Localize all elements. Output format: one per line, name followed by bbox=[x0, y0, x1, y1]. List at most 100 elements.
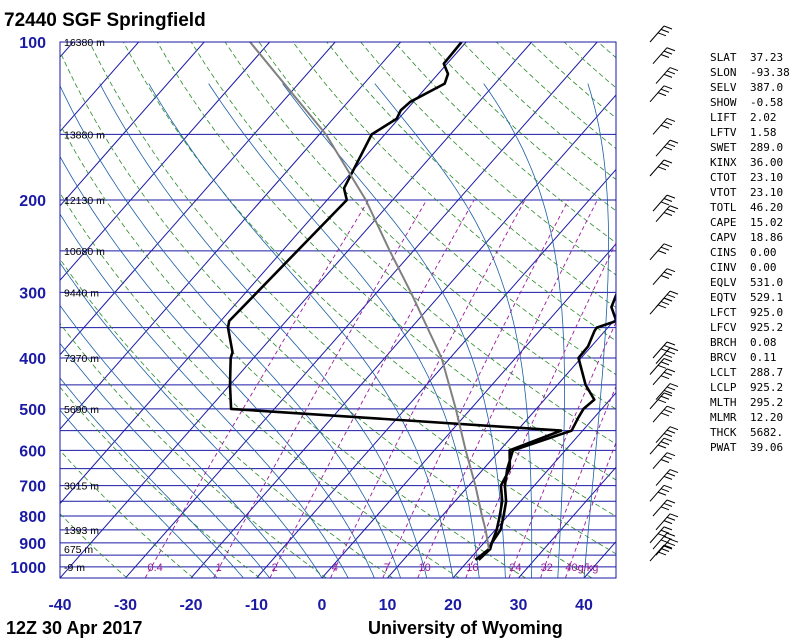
moist-adiabat-line bbox=[60, 342, 270, 578]
isotherm-line bbox=[518, 466, 616, 578]
index-key: SELV bbox=[710, 81, 737, 94]
index-row: LFCT 925.0 bbox=[710, 305, 790, 320]
index-key: SHOW bbox=[710, 96, 737, 109]
index-key: MLMR bbox=[710, 411, 737, 424]
moist-adiabat-line bbox=[282, 83, 506, 578]
index-value: 12.20 bbox=[750, 411, 784, 424]
wind-barb bbox=[649, 484, 673, 502]
index-value: 531.0 bbox=[750, 276, 784, 289]
moist-adiabat-line bbox=[60, 377, 244, 578]
wind-barb bbox=[655, 67, 679, 84]
index-key: SLON bbox=[710, 66, 737, 79]
chart-title: 72440 SGF Springfield bbox=[4, 10, 206, 31]
credit-label: University of Wyoming bbox=[368, 618, 563, 638]
moist-adiabat-line bbox=[60, 84, 401, 578]
mixing-ratio-line bbox=[540, 385, 616, 578]
mixing-ratio-line bbox=[564, 441, 616, 578]
index-value: 36.00 bbox=[750, 156, 784, 169]
dry-adiabat-line bbox=[224, 42, 616, 410]
height-label: 13880 m bbox=[64, 129, 105, 141]
index-row: CAPV 18.86 bbox=[710, 230, 790, 245]
wind-barb bbox=[652, 194, 676, 212]
height-label: 675 m bbox=[64, 544, 93, 556]
index-row: THCK 5682. bbox=[710, 425, 790, 440]
temperature-tick-label: 0 bbox=[318, 597, 327, 614]
pressure-tick-label: 600 bbox=[19, 443, 46, 460]
index-value: 2.02 bbox=[750, 111, 777, 124]
wind-barb bbox=[655, 469, 679, 486]
mixing-ratio-label: 4 bbox=[332, 562, 338, 574]
wind-barb bbox=[652, 405, 676, 423]
moist-adiabat-line bbox=[60, 213, 349, 578]
isotherm-line bbox=[60, 42, 205, 207]
plot-frame bbox=[59, 41, 617, 579]
mixing-ratio-label: 0.4 bbox=[147, 562, 162, 574]
index-row: KINX 36.00 bbox=[710, 155, 790, 170]
index-key: BRCH bbox=[710, 336, 737, 349]
moist-adiabat-line bbox=[60, 304, 297, 578]
height-label: 10680 m bbox=[64, 246, 105, 258]
index-value: 0.08 bbox=[750, 336, 777, 349]
index-value: 0.11 bbox=[750, 351, 777, 364]
temperature-tick-label: 40 bbox=[575, 597, 593, 614]
mixing-ratio-label: 7 bbox=[384, 562, 390, 574]
moist-adiabat-line bbox=[583, 83, 609, 578]
temperature-tick-label: 10 bbox=[379, 597, 397, 614]
pressure-tick-label: 900 bbox=[19, 536, 46, 553]
index-key: LFCT bbox=[710, 306, 737, 319]
wind-barb bbox=[652, 499, 676, 517]
index-key: CTOT bbox=[710, 171, 737, 184]
mixing-ratio-label: 24 bbox=[509, 562, 521, 574]
isotherm-line bbox=[0, 42, 8, 578]
index-row: CAPE 15.02 bbox=[710, 215, 790, 230]
mixing-ratio-line bbox=[465, 242, 616, 578]
isotherm-line bbox=[60, 42, 467, 505]
wind-barb bbox=[649, 544, 673, 562]
index-value: 925.0 bbox=[750, 306, 784, 319]
temperature-tick-label: -40 bbox=[48, 597, 71, 614]
dry-adiabat-line bbox=[326, 42, 616, 309]
index-value: 15.02 bbox=[750, 216, 784, 229]
dry-adiabat-line bbox=[60, 576, 61, 578]
mixing-ratio-label: 10 bbox=[419, 562, 431, 574]
moist-adiabat-line bbox=[208, 83, 480, 578]
index-value: 288.7 bbox=[750, 366, 784, 379]
dry-adiabat-line bbox=[292, 42, 616, 342]
index-key: LFCV bbox=[710, 321, 737, 334]
isotherm-line bbox=[60, 42, 402, 430]
index-value: 529.1 bbox=[750, 291, 784, 304]
height-label: 3015 m bbox=[64, 481, 99, 493]
index-row: MLMR 12.20 bbox=[710, 410, 790, 425]
sounding-indices: SLAT 37.23 SLON -93.38 SELV 387.0 SHOW -0.58 LIF… bbox=[710, 50, 790, 455]
dry-adiabat-line bbox=[60, 449, 194, 578]
index-row: SHOW -0.58 bbox=[710, 95, 790, 110]
index-value: 18.86 bbox=[750, 231, 784, 244]
pressure-tick-label: 700 bbox=[19, 479, 46, 496]
dry-adiabat-line bbox=[60, 258, 393, 578]
index-value: 37.23 bbox=[750, 51, 784, 64]
index-value: 23.10 bbox=[750, 186, 784, 199]
moist-adiabat-line bbox=[60, 262, 323, 578]
index-value: 46.20 bbox=[750, 201, 784, 214]
isotherm-line bbox=[60, 42, 74, 58]
index-key: LIFT bbox=[710, 111, 737, 124]
index-row: CTOT 23.10 bbox=[710, 170, 790, 185]
index-row: SELV 387.0 bbox=[710, 80, 790, 95]
mixing-ratio-line bbox=[330, 199, 526, 578]
wind-barb bbox=[655, 513, 679, 531]
index-row: LIFT 2.02 bbox=[710, 110, 790, 125]
wind-barb bbox=[655, 205, 679, 223]
wind-barb bbox=[652, 117, 676, 135]
moist-adiabat-line bbox=[99, 83, 428, 578]
moist-adiabat-line bbox=[60, 155, 375, 578]
height-label: 1393 m bbox=[64, 525, 99, 537]
wind-barb bbox=[649, 437, 673, 455]
height-label: 7370 m bbox=[64, 353, 99, 365]
pressure-tick-label: 400 bbox=[19, 351, 46, 368]
wind-barb bbox=[649, 85, 673, 103]
dry-adiabat-line bbox=[60, 192, 460, 578]
index-row: LFCV 925.2 bbox=[710, 320, 790, 335]
moist-adiabat-line bbox=[483, 83, 565, 578]
wind-barb bbox=[649, 159, 673, 177]
wind-barb bbox=[649, 297, 673, 315]
